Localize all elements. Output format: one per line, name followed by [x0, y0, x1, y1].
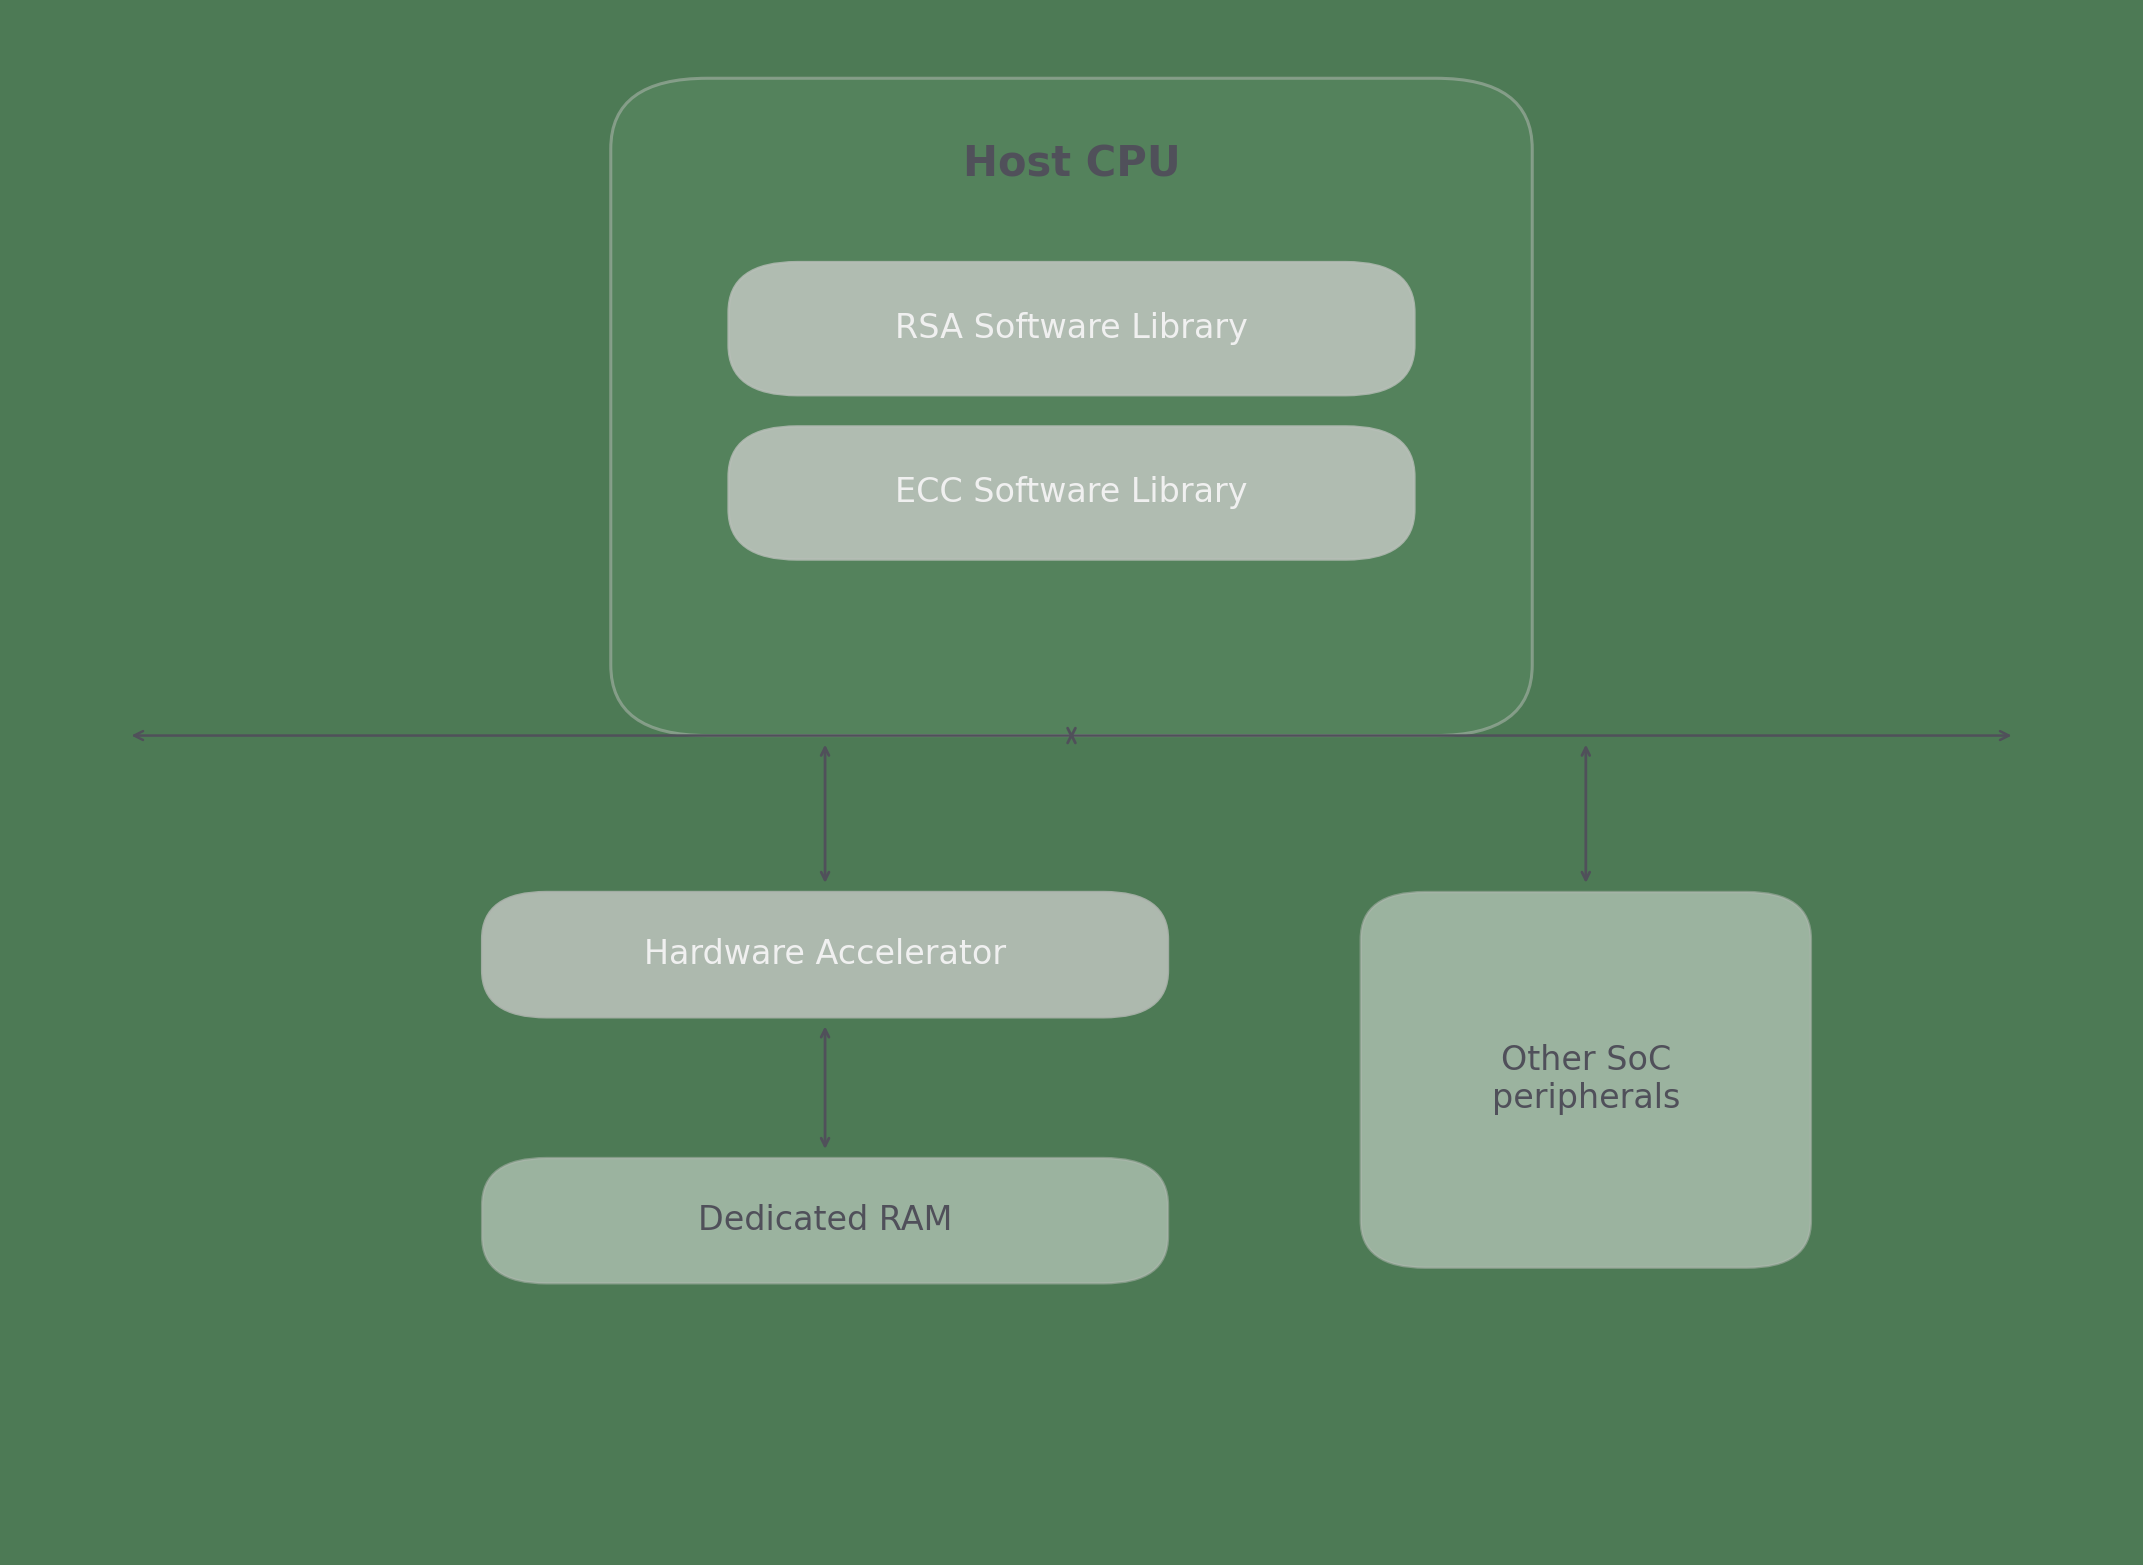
FancyBboxPatch shape — [729, 261, 1414, 394]
FancyBboxPatch shape — [729, 426, 1414, 559]
Text: Dedicated RAM: Dedicated RAM — [699, 1203, 951, 1238]
Text: Hardware Accelerator: Hardware Accelerator — [645, 937, 1005, 972]
FancyBboxPatch shape — [482, 1158, 1168, 1283]
Text: ECC Software Library: ECC Software Library — [896, 476, 1247, 510]
Text: RSA Software Library: RSA Software Library — [896, 311, 1247, 346]
FancyBboxPatch shape — [1361, 892, 1811, 1268]
FancyBboxPatch shape — [611, 78, 1532, 736]
Text: Host CPU: Host CPU — [962, 144, 1181, 185]
Text: Other SoC
peripherals: Other SoC peripherals — [1492, 1044, 1680, 1116]
FancyBboxPatch shape — [482, 892, 1168, 1017]
